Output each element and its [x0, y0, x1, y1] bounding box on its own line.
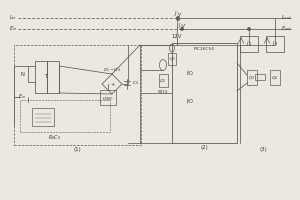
- Text: $E_{out}$: $E_{out}$: [280, 25, 292, 33]
- Circle shape: [181, 28, 183, 30]
- Bar: [14, 45, 141, 145]
- Text: $E_{in}$: $E_{in}$: [18, 93, 26, 101]
- Text: $E_{in}$: $E_{in}$: [9, 25, 17, 33]
- Text: $J_1$: $J_1$: [246, 40, 252, 48]
- Text: 12V: 12V: [172, 34, 182, 40]
- Text: $J_2$: $J_2$: [272, 40, 278, 48]
- Text: $L_{in}$: $L_{in}$: [9, 14, 17, 22]
- Text: +: +: [111, 82, 115, 86]
- Bar: [270, 70, 280, 85]
- Circle shape: [177, 17, 179, 19]
- Bar: [20, 100, 110, 132]
- Text: $D(W)$: $D(W)$: [102, 95, 114, 102]
- Text: PIC16C54: PIC16C54: [194, 47, 215, 51]
- Text: T: T: [45, 74, 49, 79]
- Circle shape: [177, 18, 179, 20]
- Bar: [159, 74, 168, 87]
- Text: (1): (1): [74, 148, 81, 152]
- Text: $D_1{\sim}D_4$: $D_1{\sim}D_4$: [103, 66, 121, 74]
- Bar: [32, 108, 54, 126]
- Text: 9013: 9013: [158, 90, 168, 94]
- Bar: [35, 61, 47, 93]
- Text: $Q_5$: $Q_5$: [169, 55, 176, 63]
- Text: N: N: [20, 72, 24, 76]
- Bar: [255, 74, 265, 80]
- Bar: [47, 61, 59, 93]
- Text: $Q_3$: $Q_3$: [248, 74, 256, 82]
- Text: $C_0$: $C_0$: [132, 79, 139, 87]
- Text: $Q_4$: $Q_4$: [272, 74, 279, 82]
- Bar: [100, 90, 116, 105]
- Text: $Q_2$: $Q_2$: [159, 77, 167, 85]
- Text: I/O: I/O: [187, 71, 194, 75]
- Text: $R_0C_0$: $R_0C_0$: [49, 134, 62, 142]
- Text: $J_2$: $J_2$: [178, 21, 184, 29]
- Bar: [172, 43, 237, 143]
- Text: $L_{out}$: $L_{out}$: [281, 14, 292, 22]
- Text: I/O: I/O: [187, 98, 194, 104]
- Bar: [240, 36, 258, 52]
- Bar: [247, 70, 257, 85]
- Text: (2): (2): [201, 146, 208, 150]
- Bar: [266, 36, 284, 52]
- Circle shape: [248, 28, 250, 30]
- Text: (3): (3): [259, 148, 267, 152]
- Bar: [168, 53, 176, 65]
- Text: $J_1$: $J_1$: [174, 9, 180, 19]
